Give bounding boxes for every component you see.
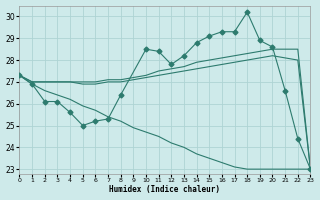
X-axis label: Humidex (Indice chaleur): Humidex (Indice chaleur) xyxy=(109,185,220,194)
